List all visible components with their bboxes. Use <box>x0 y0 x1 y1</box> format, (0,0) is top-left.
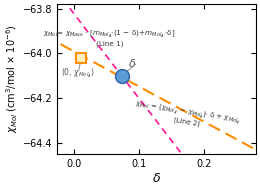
Text: $\delta$: $\delta$ <box>128 57 136 69</box>
Text: (0, $\chi_{Mol_A}$): (0, $\chi_{Mol_A}$) <box>61 67 95 80</box>
Text: $\chi_{Mol}$ = ($\chi_{Mol_{A'}}$ − $\chi_{Mol_A}$)· δ + $\chi_{Mol_A}$
(Line 2): $\chi_{Mol}$ = ($\chi_{Mol_{A'}}$ − $\ch… <box>133 99 242 134</box>
X-axis label: $\delta$: $\delta$ <box>152 172 161 185</box>
Text: $\chi_{Mol}$= $\chi_{Mass}$ · [$m_{Mol_A}$·(1 − δ)+$m_{Mol_{A'}}$·δ]
(Line 1): $\chi_{Mol}$= $\chi_{Mass}$ · [$m_{Mol_A… <box>43 29 176 47</box>
Y-axis label: $\chi_{Mol}$ (cm$^3$/mol $\times$ 10$^{-6}$): $\chi_{Mol}$ (cm$^3$/mol $\times$ 10$^{-… <box>4 25 20 133</box>
